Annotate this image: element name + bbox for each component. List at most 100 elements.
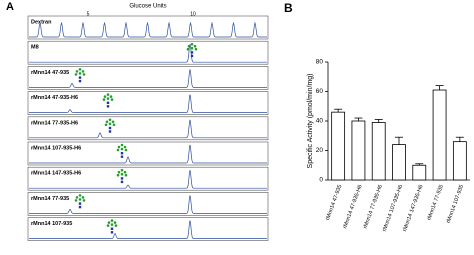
y-tick-label: 60 — [316, 88, 324, 95]
glycan-glcnac — [190, 51, 194, 54]
glycan-mannose — [120, 168, 124, 172]
glycan-mannose — [78, 198, 82, 201]
glycan-mannose — [106, 93, 110, 96]
gu-marker: 5 — [87, 11, 90, 17]
glycan-glcnac — [78, 205, 82, 209]
glycan-mannose — [75, 196, 79, 199]
glycan-mannose — [82, 199, 86, 202]
glycan-mannose — [75, 70, 79, 73]
trace — [29, 119, 267, 139]
glycan-mannose — [116, 173, 120, 177]
x-tick-label: rMnn14 77-935 — [426, 184, 444, 221]
glycan-mannose — [124, 173, 128, 177]
trace-box — [27, 192, 269, 216]
trace-box — [27, 15, 269, 40]
y-tick-label: 40 — [316, 118, 324, 125]
glycan-glcnac — [120, 177, 124, 180]
trace — [29, 220, 267, 239]
trace — [29, 170, 267, 189]
glycan-mannose — [123, 170, 127, 174]
glycan-glcnac — [110, 231, 114, 234]
trace-box — [27, 116, 269, 141]
glycan-mannose — [102, 98, 106, 101]
trace-box — [27, 91, 269, 115]
row-label: rMnn14 47-935-H6 — [31, 95, 78, 101]
glycan-glcnac — [78, 76, 82, 79]
trace — [29, 94, 267, 113]
y-tick-label: 80 — [316, 59, 324, 66]
trace — [29, 21, 267, 38]
x-tick-label: rMnn14 107-935-H6 — [382, 184, 404, 232]
glycan-mannose — [190, 42, 194, 46]
x-tick-label: rMnn14 47-935-H6 — [342, 184, 363, 229]
x-tick-label: rMnn14 147-935-H6 — [402, 184, 424, 232]
glycan-mannose — [105, 120, 109, 124]
glycan-glcnac — [108, 130, 112, 133]
glycan-mannose — [190, 46, 194, 50]
glycan-mannose — [106, 224, 110, 227]
trace-box — [27, 66, 269, 90]
glycan-mannose — [116, 148, 120, 152]
panel-label: B — [284, 1, 293, 15]
glycan-glcnac — [120, 152, 124, 155]
bar — [371, 122, 386, 181]
glycan-mannose — [111, 120, 115, 124]
x-tick-label: rMnn14 107-935 — [446, 184, 465, 224]
glycan-glcnac — [78, 202, 82, 205]
trace-box — [27, 217, 269, 241]
glycan-glcnac — [110, 227, 114, 230]
panel-label: A — [6, 1, 14, 13]
glycan-mannose — [187, 44, 191, 48]
glycan-mannose — [74, 73, 78, 76]
glycan-mannose — [107, 221, 111, 224]
glycan-glcnac — [106, 105, 110, 108]
glycan-mannose — [110, 219, 114, 222]
glycan-mannose — [108, 118, 112, 122]
trace-box — [27, 166, 269, 191]
glycan-glcnac — [78, 79, 82, 83]
glycan-mannose — [106, 97, 110, 100]
bar — [392, 144, 406, 181]
gu-marker: 10 — [190, 11, 196, 17]
glycan-glcnac — [190, 54, 194, 58]
glycan-mannose — [78, 72, 82, 75]
glycan-mannose — [110, 98, 114, 101]
y-tick-label: 20 — [316, 147, 324, 154]
row-label: rMnn14 147-935-H6 — [31, 171, 81, 177]
bar — [331, 111, 346, 181]
y-axis-title: Specific Activity (pmol/min/mg) — [307, 74, 314, 169]
trace — [29, 44, 267, 63]
glycan-mannose — [186, 47, 190, 51]
glycan-mannose — [117, 170, 121, 174]
glycan-mannose — [117, 145, 121, 149]
glycan-mannose — [78, 194, 82, 197]
glycan-mannose — [109, 95, 113, 98]
trace-box — [27, 141, 269, 166]
row-label: rMnn14 77-935-H6 — [31, 120, 78, 126]
glycan-mannose — [193, 44, 197, 48]
glycan-glcnac — [120, 180, 124, 184]
glycan-mannose — [194, 47, 198, 51]
glycan-glcnac — [106, 101, 110, 104]
glycan-mannose — [81, 70, 85, 73]
glycan-mannose — [120, 143, 124, 147]
row-label: rMnn14 107-935 — [31, 221, 72, 227]
bar — [412, 164, 427, 181]
glycan-mannose — [108, 122, 112, 126]
glycan-mannose — [82, 73, 86, 76]
glycan-glcnac — [120, 155, 124, 158]
glycan-mannose — [124, 148, 128, 152]
trace — [29, 69, 267, 88]
bar — [432, 89, 447, 181]
glycan-mannose — [114, 224, 118, 227]
x-tick-label: rMnn14 47-935 — [325, 184, 343, 221]
glycan-mannose — [113, 221, 117, 224]
bar — [452, 141, 467, 181]
glycan-glcnac — [108, 126, 112, 130]
y-tick-label: 0 — [319, 177, 323, 184]
glycan-mannose — [120, 147, 124, 151]
row-label: rMnn14 47-935 — [31, 70, 69, 76]
bar — [351, 120, 366, 181]
glycan-mannose — [120, 172, 124, 176]
panel-title: Glucose Units — [129, 4, 166, 10]
